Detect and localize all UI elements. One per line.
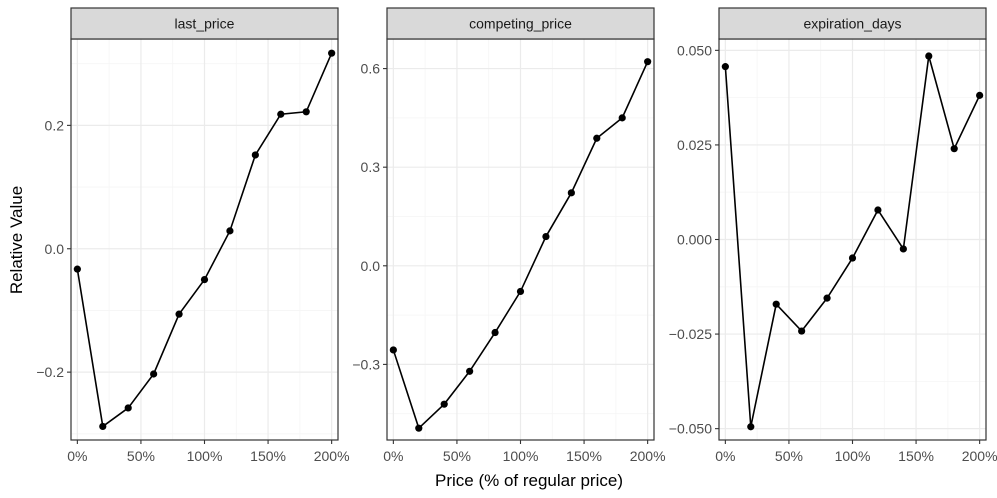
data-point <box>415 424 423 432</box>
y-tick-label: −0.050 <box>669 421 712 437</box>
x-tick-label: 0% <box>715 448 735 464</box>
x-tick-label: 50% <box>775 448 803 464</box>
data-point <box>73 265 81 273</box>
y-tick-label: 0.2 <box>45 117 65 133</box>
data-point <box>150 370 158 378</box>
data-point <box>567 189 575 197</box>
x-tick-label: 150% <box>250 448 286 464</box>
data-point <box>516 287 525 296</box>
data-point <box>618 114 626 122</box>
x-tick-label: 100% <box>835 448 871 464</box>
facet-strip <box>386 7 655 40</box>
data-point <box>466 367 474 375</box>
facet-strip-label: competing_price <box>469 16 572 32</box>
x-tick-label: 0% <box>383 448 403 464</box>
data-point <box>200 276 209 284</box>
x-axis-title: Price (% of regular price) <box>435 471 623 490</box>
data-point <box>302 108 310 116</box>
data-point <box>99 422 107 431</box>
data-point <box>721 63 729 71</box>
data-point <box>950 145 958 153</box>
data-point <box>124 404 132 412</box>
data-point <box>491 328 499 337</box>
y-tick-label: 0.6 <box>361 61 381 77</box>
data-point <box>874 206 882 214</box>
data-point <box>593 134 601 142</box>
y-axis-title: Relative Value <box>7 186 26 294</box>
x-tick-label: 50% <box>127 448 155 464</box>
data-point <box>747 423 755 431</box>
y-tick-label: 0.0 <box>361 258 381 274</box>
facet-strip-label: last_price <box>175 16 235 32</box>
data-point <box>277 110 285 118</box>
data-point <box>175 310 183 318</box>
x-tick-label: 0% <box>67 448 87 464</box>
data-point <box>823 294 831 302</box>
y-tick-label: −0.025 <box>669 326 712 342</box>
facet-strip <box>718 7 987 40</box>
data-point <box>389 346 397 354</box>
data-point <box>848 254 857 262</box>
facet-strip-label: expiration_days <box>803 16 901 32</box>
facet-strip <box>70 7 339 40</box>
x-tick-label: 50% <box>443 448 471 464</box>
x-tick-label: 100% <box>503 448 539 464</box>
y-tick-label: 0.0 <box>45 241 65 257</box>
data-point <box>440 400 448 408</box>
y-tick-label: 0.025 <box>677 137 712 153</box>
data-point <box>772 300 780 308</box>
x-tick-label: 100% <box>187 448 223 464</box>
data-point <box>798 327 806 335</box>
x-tick-label: 150% <box>898 448 934 464</box>
data-point <box>899 245 907 253</box>
y-tick-label: 0.050 <box>677 42 712 58</box>
panel-last_price: last_price 0% 50% 100% 150% 200% −0.2 0.0 0.2 <box>36 7 350 464</box>
y-tick-label: 0.000 <box>677 232 712 248</box>
panel-expiration_days: expiration_days 0% 50% 100% 150% 200% −0.050 −0… <box>669 7 997 464</box>
data-point <box>976 91 984 99</box>
x-tick-label: 200% <box>962 448 997 464</box>
data-point <box>644 58 652 66</box>
data-point <box>925 52 933 60</box>
y-tick-label: −0.3 <box>352 356 380 372</box>
x-tick-label: 150% <box>566 448 602 464</box>
x-tick-label: 200% <box>630 448 666 464</box>
data-point <box>328 49 336 57</box>
y-tick-label: 0.3 <box>361 159 381 175</box>
data-point <box>251 151 259 159</box>
data-point <box>542 232 550 241</box>
panel-competing_price: competing_price 0% 50% 100% 150% 200% −0.3 0.0 0… <box>352 7 666 464</box>
x-tick-label: 200% <box>314 448 350 464</box>
y-tick-label: −0.2 <box>36 364 64 380</box>
data-point <box>226 227 234 235</box>
